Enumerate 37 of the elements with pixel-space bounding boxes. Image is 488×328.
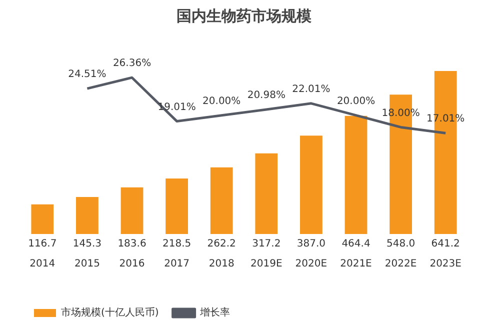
x-tick-label: 2019E (250, 258, 282, 270)
data-label: 22.01% (292, 84, 330, 95)
chart-title: 国内生物药市场规模 (176, 6, 312, 25)
data-label: 218.5 (162, 238, 192, 250)
data-label: 548.0 (386, 238, 416, 250)
data-label: 116.7 (28, 238, 57, 250)
data-label: 464.4 (342, 238, 370, 250)
data-label: 20.00% (202, 96, 241, 107)
x-tick-label: 2016 (119, 258, 145, 270)
data-label: 641.2 (431, 238, 460, 250)
legend-label: 市场规模(十亿人民币) (61, 306, 159, 319)
x-tick-label: 2015 (74, 258, 100, 270)
x-tick-label: 2022E (384, 258, 417, 270)
data-label: 183.6 (118, 238, 146, 250)
x-tick-label: 2014 (30, 258, 56, 270)
data-label: 387.0 (296, 238, 326, 250)
bar (344, 116, 368, 234)
data-label: 262.2 (207, 238, 236, 250)
bar (76, 197, 98, 234)
data-label: 24.51% (68, 69, 106, 80)
x-tick-label: 2021E (340, 258, 372, 270)
legend-label: 增长率 (198, 306, 230, 319)
x-tick-label: 2018 (208, 258, 234, 270)
data-label: 145.3 (72, 238, 102, 250)
x-tick-label: 2023E (430, 258, 462, 270)
data-label: 26.36% (112, 58, 152, 70)
x-tick-label: 2017 (164, 258, 190, 270)
bar (166, 178, 188, 234)
bar (31, 204, 54, 234)
bar (120, 187, 144, 234)
x-tick-label: 2020E (295, 258, 328, 270)
data-label: 317.2 (252, 238, 281, 250)
data-label: 20.00% (336, 96, 376, 107)
bar (210, 167, 233, 234)
bar (255, 153, 278, 234)
bar (300, 136, 322, 234)
data-label: 20.98% (247, 90, 286, 102)
